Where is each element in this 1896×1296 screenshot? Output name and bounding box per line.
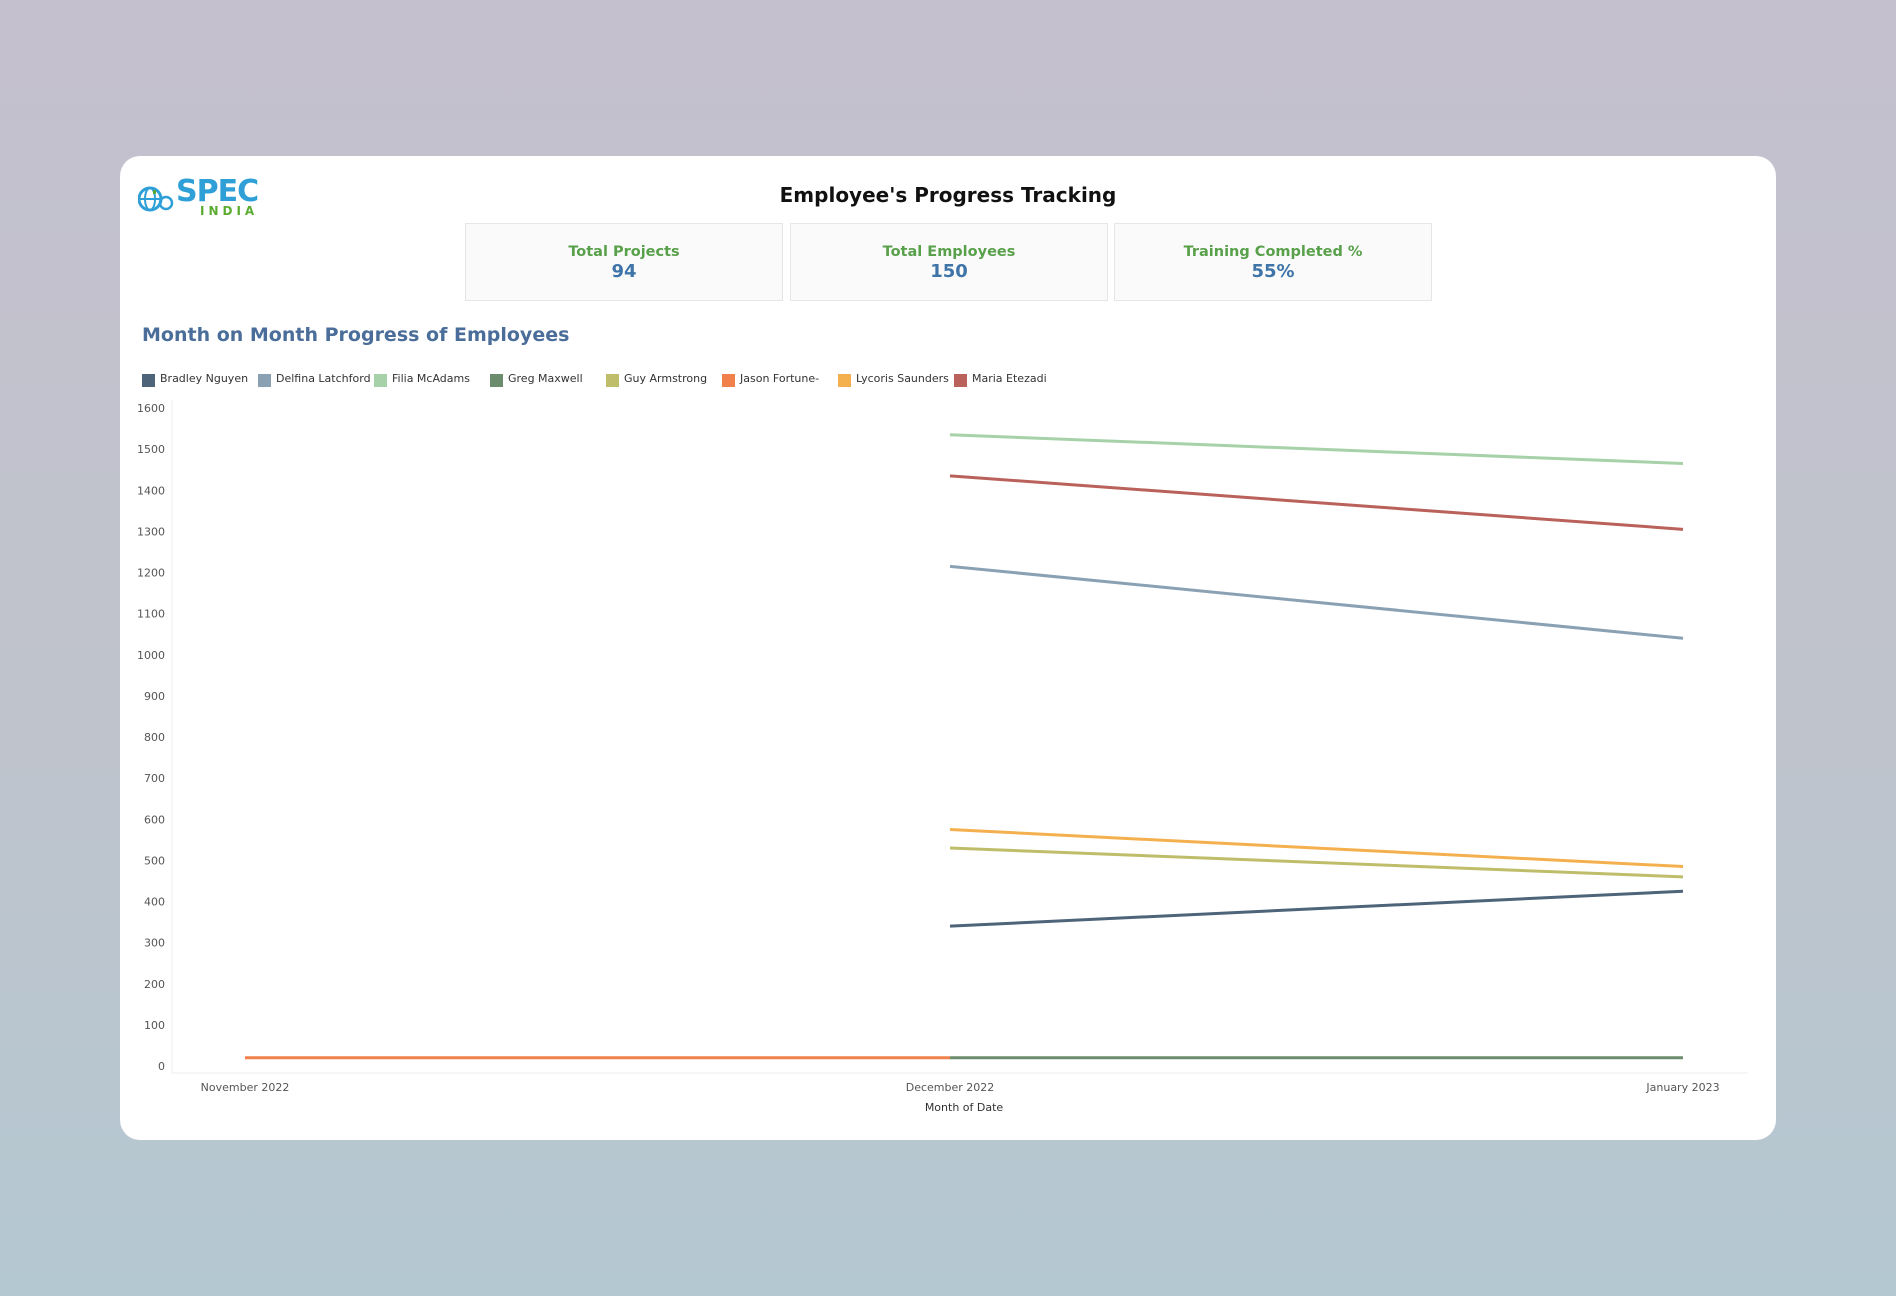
y-tick-label: 200 — [144, 978, 165, 991]
y-tick-label: 0 — [158, 1060, 165, 1073]
kpi-training-completed: Training Completed % 55% — [1114, 223, 1432, 301]
legend-swatch — [142, 374, 155, 387]
legend-swatch — [954, 374, 967, 387]
series-line-maria-etezadi — [949, 474, 1684, 531]
chart-title: Month on Month Progress of Employees — [142, 324, 570, 346]
legend-label: Jason Fortune- — [740, 372, 820, 385]
series-line-delfina-latchford — [949, 564, 1684, 640]
y-tick-label: 1000 — [137, 649, 165, 662]
series-line-bradley-nguyen — [949, 889, 1684, 928]
series-line-guy-armstrong — [949, 846, 1684, 879]
y-tick-label: 800 — [144, 731, 165, 744]
y-tick-label: 400 — [144, 896, 165, 909]
kpi-label: Training Completed % — [1183, 244, 1363, 260]
legend-swatch — [374, 374, 387, 387]
x-tick-label: November 2022 — [201, 1081, 290, 1094]
y-tick-label: 700 — [144, 772, 165, 785]
legend-swatch — [490, 374, 503, 387]
page-title: Employee's Progress Tracking — [779, 183, 1117, 207]
spec-india-logo: SPEC INDIA — [138, 174, 268, 218]
legend-label: Filia McAdams — [392, 372, 470, 385]
legend-label: Bradley Nguyen — [160, 372, 249, 385]
legend-label: Maria Etezadi — [972, 372, 1047, 385]
legend-swatch — [258, 374, 271, 387]
y-tick-label: 900 — [144, 690, 165, 703]
x-tick-label: December 2022 — [906, 1081, 995, 1094]
legend-swatch — [838, 374, 851, 387]
y-tick-label: 1600 — [137, 402, 165, 415]
line-chart: 0 100 200 300 400 500 600 700 800 900 1000 1100 1200… — [137, 400, 1748, 1114]
logo-subtext: INDIA — [200, 204, 259, 218]
series-line-filia-mcadams — [949, 433, 1684, 466]
globe-icon — [138, 186, 174, 212]
series-line-lycoris-saunders — [949, 828, 1684, 869]
legend-label: Greg Maxwell — [508, 372, 583, 385]
y-tick-label: 1100 — [137, 608, 165, 621]
logo-text: SPEC — [176, 174, 259, 209]
kpi-value: 150 — [930, 261, 968, 282]
legend-label: Delfina Latchford — [276, 372, 371, 385]
x-tick-label: January 2023 — [1645, 1081, 1719, 1094]
legend-swatch — [722, 374, 735, 387]
y-tick-label: 1500 — [137, 443, 165, 456]
y-tick-label: 300 — [144, 937, 165, 950]
kpi-label: Total Employees — [882, 244, 1016, 260]
kpi-total-employees: Total Employees 150 — [790, 223, 1108, 301]
legend-swatch — [606, 374, 619, 387]
y-tick-label: 1300 — [137, 525, 165, 538]
legend-label: Lycoris Saunders — [856, 372, 949, 385]
y-tick-label: 1400 — [137, 484, 165, 497]
dashboard-card: SPEC INDIA Employee's Progress Tracking … — [120, 156, 1776, 1140]
x-axis-label: Month of Date — [925, 1101, 1004, 1114]
y-tick-label: 600 — [144, 813, 165, 826]
kpi-label: Total Projects — [568, 244, 680, 260]
y-tick-label: 100 — [144, 1019, 165, 1032]
kpi-value: 94 — [611, 261, 637, 282]
y-tick-label: 1200 — [137, 567, 165, 580]
legend-label: Guy Armstrong — [624, 372, 708, 385]
kpi-value: 55% — [1251, 261, 1295, 282]
kpi-total-projects: Total Projects 94 — [465, 223, 783, 301]
y-tick-label: 500 — [144, 854, 165, 867]
